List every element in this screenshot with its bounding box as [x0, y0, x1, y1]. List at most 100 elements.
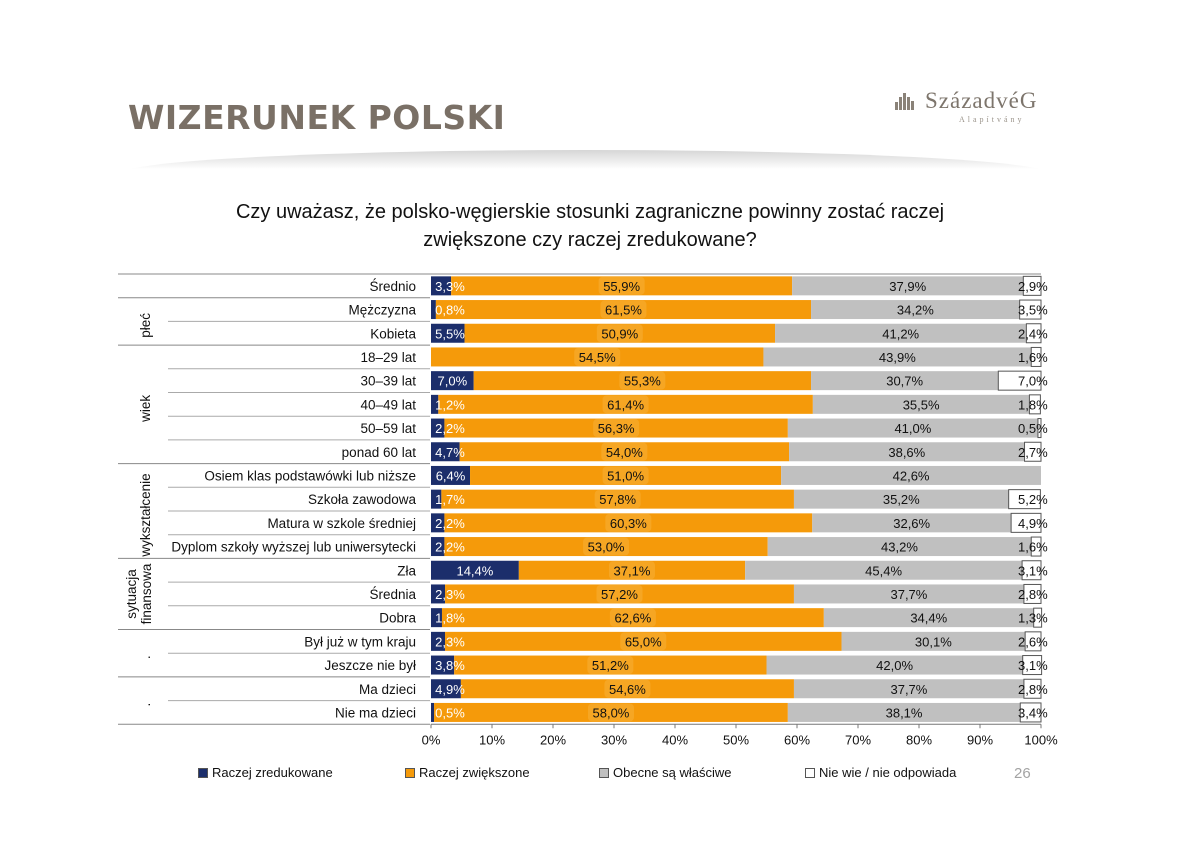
data-label-bg	[620, 632, 667, 651]
bar-segment	[431, 537, 445, 557]
bar-segment	[431, 442, 460, 462]
logo-bars-icon	[895, 92, 915, 110]
bar-segment	[431, 513, 445, 533]
row-label: ponad 60 lat	[342, 445, 417, 460]
data-label-bg	[608, 561, 655, 580]
x-tick-label: 10%	[479, 732, 505, 747]
bar-segment	[812, 394, 1030, 414]
data-label: 57,2%	[601, 587, 638, 602]
bar-segment	[1024, 441, 1042, 462]
x-tick-label: 30%	[601, 732, 627, 747]
data-label-bg	[605, 513, 652, 532]
data-label: 2,3%	[435, 587, 465, 602]
data-label: 42,0%	[876, 658, 913, 673]
bar-segment	[781, 465, 1041, 485]
page-number: 26	[1014, 765, 1031, 782]
row-label: Szkoła zawodowa	[308, 492, 417, 507]
group-label: finansowa	[139, 563, 154, 624]
data-label: 2,2%	[435, 540, 465, 555]
data-label-bg	[602, 395, 649, 414]
data-label-bg	[593, 419, 640, 438]
x-tick-label: 60%	[784, 732, 810, 747]
data-label: 1,8%	[435, 611, 465, 626]
bar-segment	[1008, 489, 1041, 510]
data-label: 54,0%	[606, 445, 643, 460]
data-label: 37,1%	[614, 563, 651, 578]
data-label-bg	[587, 656, 634, 675]
data-label-bg	[598, 276, 645, 295]
bar-segment	[793, 679, 1024, 699]
row-label: Matura w szkole średniej	[267, 516, 416, 531]
data-label: 1,7%	[435, 492, 465, 507]
group-label: sytuacja	[124, 569, 139, 619]
data-label: 2,9%	[1018, 279, 1048, 294]
row-label: 18–29 lat	[360, 350, 416, 365]
data-label: 2,3%	[435, 634, 465, 649]
bar-segment	[431, 679, 461, 699]
data-label: 5,5%	[435, 326, 465, 341]
data-label: 6,4%	[436, 468, 466, 483]
legend-label-dont-know: Nie wie / nie odpowiada	[819, 765, 957, 780]
data-label: 54,6%	[609, 682, 646, 697]
bar-segment	[431, 418, 445, 438]
bar-segment	[775, 323, 1027, 343]
bar-segment	[431, 608, 442, 628]
bar-segment	[745, 560, 1023, 580]
data-label: 61,5%	[605, 303, 642, 318]
group-label: wykształcenie	[138, 473, 153, 557]
data-label: 3,4%	[1018, 705, 1048, 720]
data-label: 34,2%	[897, 303, 934, 318]
x-tick-label: 90%	[967, 732, 993, 747]
data-label: 3,8%	[435, 658, 465, 673]
data-label-bg	[604, 679, 651, 698]
x-tick-label: 50%	[723, 732, 749, 747]
bar-segment	[789, 442, 1025, 462]
row-label: Ma dzieci	[359, 682, 416, 697]
data-label: 35,2%	[883, 492, 920, 507]
legend-item-reduced: Raczej zredukowane	[198, 765, 333, 780]
data-label: 7,0%	[1018, 374, 1048, 389]
bar-segment	[431, 300, 436, 320]
data-label-bg	[574, 347, 621, 366]
data-label: 50,9%	[601, 326, 638, 341]
x-tick-label: 0%	[422, 732, 441, 747]
bar-segment	[1037, 418, 1042, 439]
data-label: 2,2%	[435, 516, 465, 531]
data-label: 0,5%	[435, 705, 465, 720]
bar-segment	[792, 276, 1024, 296]
data-label: 55,9%	[603, 279, 640, 294]
legend-item-current: Obecne są właściwe	[599, 765, 732, 780]
data-label-bg	[587, 703, 634, 722]
data-label: 35,5%	[903, 397, 940, 412]
data-label-bg	[594, 490, 641, 509]
data-label: 1,3%	[1018, 611, 1048, 626]
row-label: Zła	[397, 563, 416, 578]
bar-segment	[1030, 536, 1042, 557]
bar-segment	[812, 513, 1012, 533]
data-label: 1,8%	[1018, 397, 1048, 412]
data-label-bg	[609, 608, 656, 627]
bar-segment	[787, 418, 1038, 438]
bar-segment	[1024, 631, 1042, 652]
data-label: 5,2%	[1018, 492, 1048, 507]
row-label: Średnia	[369, 587, 416, 602]
bar-segment	[431, 489, 442, 509]
data-label: 1,6%	[1018, 540, 1048, 555]
chart-question: Czy uważasz, że polsko-węgierskie stosun…	[200, 198, 980, 254]
data-label: 1,6%	[1018, 350, 1048, 365]
bar-segment	[823, 608, 1034, 628]
bar-segment	[1010, 512, 1042, 533]
bar-segment	[1023, 678, 1042, 699]
data-label-bg	[596, 584, 643, 603]
data-label: 3,5%	[1018, 303, 1048, 318]
data-label-bg	[619, 371, 666, 390]
row-label: 30–39 lat	[360, 374, 416, 389]
group-label: wiek	[138, 395, 153, 423]
data-label: 62,6%	[614, 611, 651, 626]
data-label: 1,2%	[435, 397, 465, 412]
bar-segment	[431, 394, 439, 414]
data-label: 4,7%	[435, 445, 465, 460]
bar-segment	[431, 631, 446, 651]
legend-swatch-current	[599, 767, 609, 778]
